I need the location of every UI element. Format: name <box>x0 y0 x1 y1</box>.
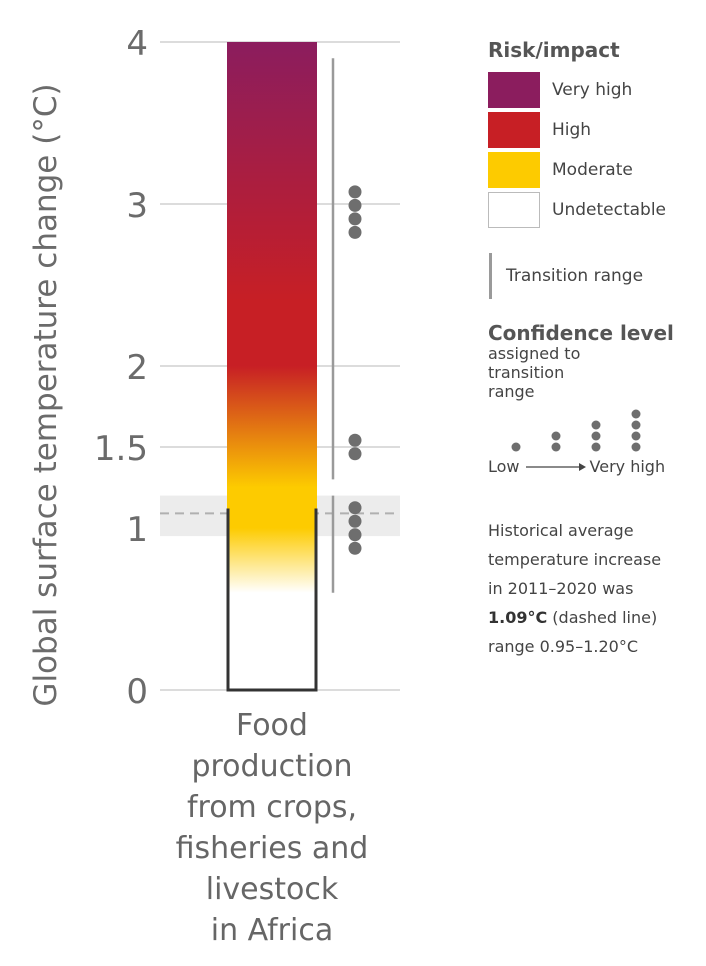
risk-legend-label: Undetectable <box>552 200 666 220</box>
risk-legend-item: Undetectable <box>488 190 703 230</box>
note-suffix: (dashed line) <box>547 608 658 627</box>
category-label-line: livestock <box>206 872 339 907</box>
confidence-scale-dot <box>551 442 561 452</box>
confidence-dot <box>348 212 362 226</box>
confidence-scale-dot <box>631 442 641 452</box>
confidence-dot <box>348 433 362 447</box>
y-tick-label: 3 <box>126 186 148 226</box>
note-line-3: in 2011–2020 was <box>488 579 634 598</box>
confidence-high-label: Very high <box>589 457 666 476</box>
y-tick-label: 4 <box>126 24 148 64</box>
note-line-1: Historical average <box>488 521 634 540</box>
transition-legend-label: Transition range <box>506 266 644 286</box>
confidence-scale-dot <box>551 431 561 441</box>
confidence-scale-dots <box>511 409 641 452</box>
category-label-line: production <box>191 749 352 784</box>
risk-swatch <box>488 72 540 108</box>
confidence-dot <box>348 501 362 515</box>
risk-swatch <box>488 192 540 228</box>
y-axis-label: Global surface temperature change (°C) <box>28 83 64 706</box>
confidence-scale-dot <box>631 420 641 430</box>
confidence-dot <box>348 541 362 555</box>
risk-legend-label: Moderate <box>552 160 633 180</box>
category-label-line: fisheries and <box>176 831 369 866</box>
confidence-scale-dot <box>591 420 601 430</box>
risk-legend-item: Moderate <box>488 150 703 190</box>
category-label-line: Food <box>236 708 308 743</box>
y-tick-label: 1 <box>126 510 148 550</box>
risk-legend-item: High <box>488 110 703 150</box>
confidence-scale-dot <box>511 442 521 452</box>
confidence-dot <box>348 447 362 461</box>
confidence-legend-title: Confidence level <box>488 321 674 345</box>
transition-range-swatch <box>489 253 492 299</box>
legend: Risk/impact Very high High Moderate Undetec… <box>488 38 703 661</box>
confidence-axis: Low Very high <box>488 457 703 476</box>
note-line-2: temperature increase <box>488 550 662 569</box>
risk-swatch <box>488 112 540 148</box>
y-tick-label: 0 <box>126 672 148 712</box>
note-historical-value: 1.09°C <box>488 608 548 627</box>
confidence-low-label: Low <box>488 457 520 476</box>
risk-bar <box>227 42 317 690</box>
confidence-dot <box>348 185 362 199</box>
confidence-scale-dot <box>591 442 601 452</box>
risk-legend-item: Very high <box>488 70 703 110</box>
arrow-right-icon <box>525 462 586 471</box>
risk-legend-label: Very high <box>552 80 633 100</box>
confidence-legend-subtitle: assigned to transition range <box>488 344 581 401</box>
confidence-dot <box>348 198 362 212</box>
historical-note: Historical average temperature increase … <box>488 516 703 661</box>
confidence-dot <box>348 528 362 542</box>
confidence-scale-dot <box>591 431 601 441</box>
risk-legend-title: Risk/impact <box>488 38 620 62</box>
category-label-line: from crops, <box>187 790 357 825</box>
y-tick-label: 2 <box>126 348 148 388</box>
confidence-dot <box>348 225 362 239</box>
note-line-5: range 0.95–1.20°C <box>488 637 639 656</box>
transition-legend-item: Transition range <box>488 253 703 299</box>
confidence-scale-dot <box>631 409 641 419</box>
confidence-scale-dot <box>631 431 641 441</box>
risk-swatch <box>488 152 540 188</box>
risk-chart: 0 1 1.5 2 3 4 Global surface temperature chan… <box>28 24 400 948</box>
risk-legend-label: High <box>552 120 592 140</box>
category-label-line: in Africa <box>211 913 333 948</box>
y-tick-label: 1.5 <box>94 429 148 469</box>
undetectable-outline <box>226 508 318 692</box>
confidence-dot <box>348 514 362 528</box>
